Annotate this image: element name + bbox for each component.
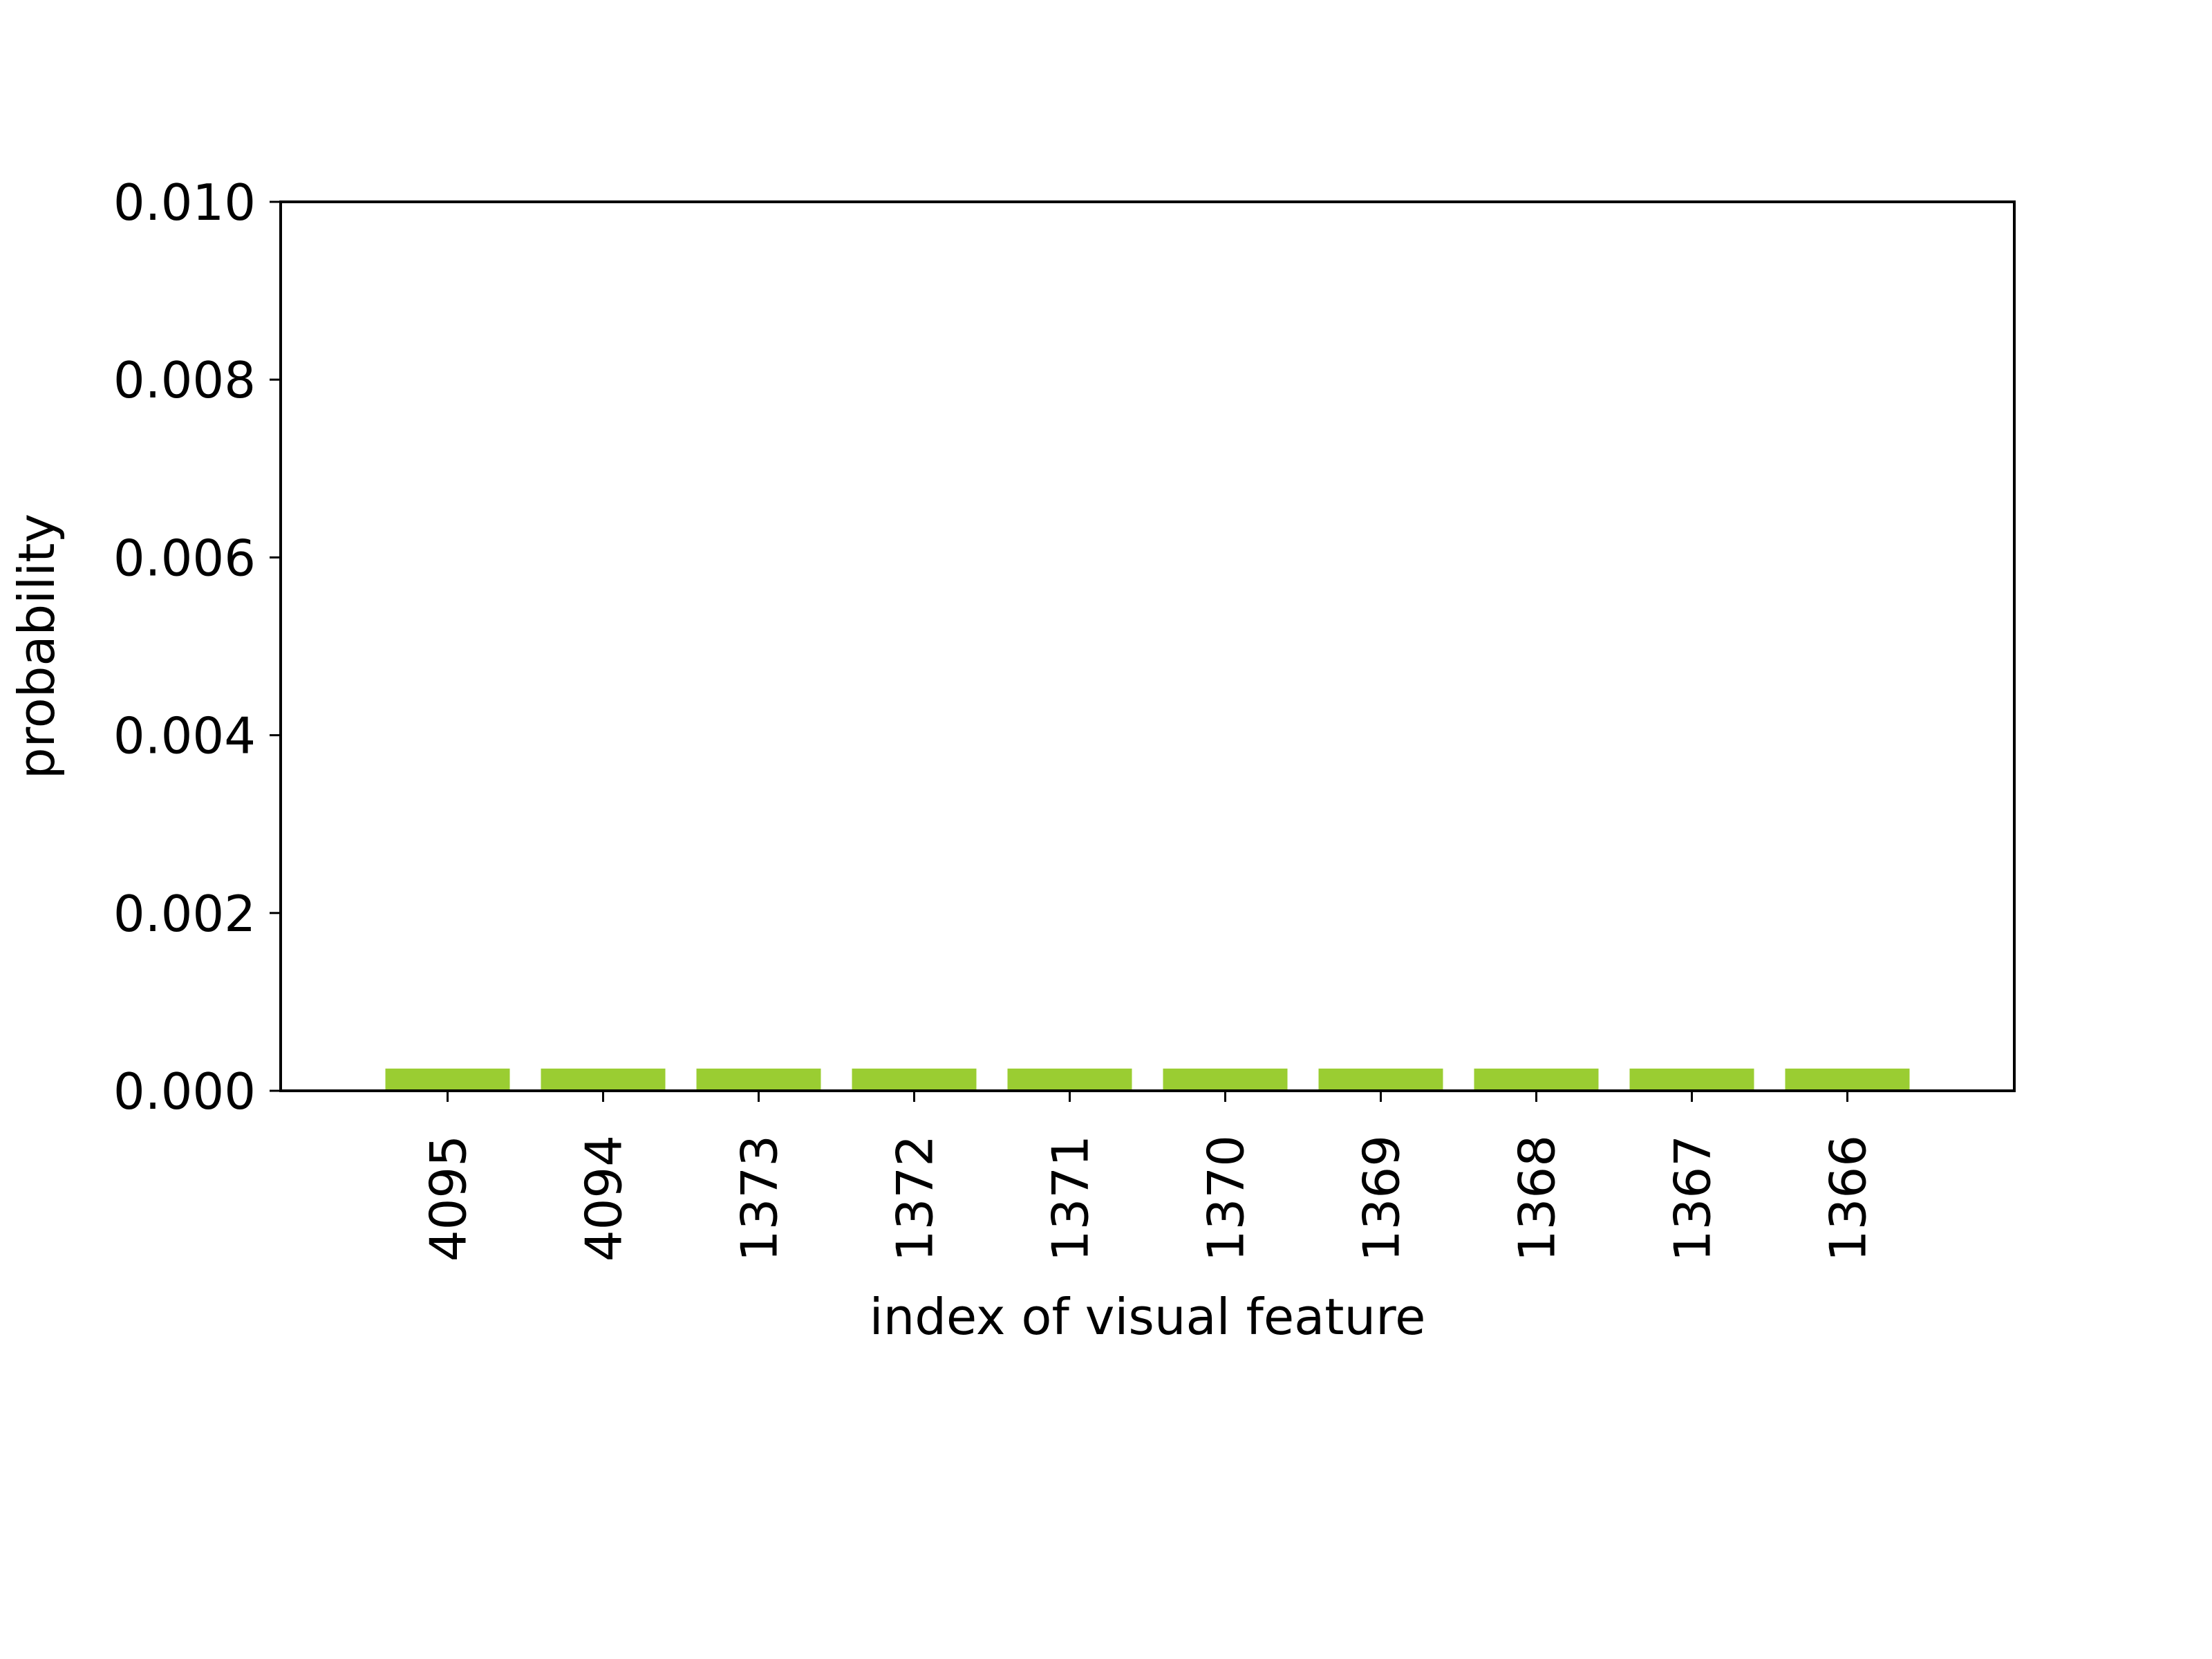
y-tick-label-0.002: 0.002 bbox=[113, 885, 256, 943]
x-axis-label: index of visual feature bbox=[870, 1288, 1426, 1346]
bar-1368 bbox=[1474, 1068, 1599, 1091]
plot-frame bbox=[279, 200, 2016, 1092]
x-tick-label-1369: 1369 bbox=[1352, 1135, 1410, 1262]
x-tick-label-1371: 1371 bbox=[1042, 1135, 1100, 1262]
x-tick-label-1368: 1368 bbox=[1508, 1135, 1566, 1262]
bar-1371 bbox=[1007, 1068, 1132, 1091]
bar-1373 bbox=[696, 1068, 821, 1091]
y-axis: 0.000 0.002 0.004 0.006 0.008 0.010 bbox=[113, 174, 281, 1121]
x-tick-label-4094: 4094 bbox=[575, 1135, 633, 1262]
x-axis: 4095 4094 1373 1372 1371 1370 1369 1368 1367 1366 bbox=[420, 1091, 1877, 1262]
bar-1369 bbox=[1318, 1068, 1443, 1091]
x-tick-label-1373: 1373 bbox=[731, 1135, 789, 1262]
bar-1367 bbox=[1629, 1068, 1754, 1091]
y-tick-label-0.006: 0.006 bbox=[113, 529, 256, 587]
y-tick-label-0.004: 0.004 bbox=[113, 707, 256, 765]
y-axis-label: probability bbox=[8, 514, 66, 779]
bar-1372 bbox=[852, 1068, 977, 1091]
x-tick-label-4095: 4095 bbox=[420, 1135, 478, 1262]
bar-1366 bbox=[1785, 1068, 1910, 1091]
x-tick-label-1367: 1367 bbox=[1663, 1135, 1721, 1262]
bar-4094 bbox=[541, 1068, 666, 1091]
y-tick-label-0.010: 0.010 bbox=[113, 174, 256, 232]
bar-1370 bbox=[1163, 1068, 1288, 1091]
x-tick-label-1370: 1370 bbox=[1197, 1135, 1255, 1262]
y-tick-label-0.000: 0.000 bbox=[113, 1062, 256, 1121]
x-tick-label-1366: 1366 bbox=[1819, 1135, 1877, 1262]
bar-4095 bbox=[385, 1068, 510, 1091]
x-tick-label-1372: 1372 bbox=[886, 1135, 944, 1262]
y-tick-label-0.008: 0.008 bbox=[113, 351, 256, 409]
bars-group bbox=[385, 1068, 1910, 1091]
